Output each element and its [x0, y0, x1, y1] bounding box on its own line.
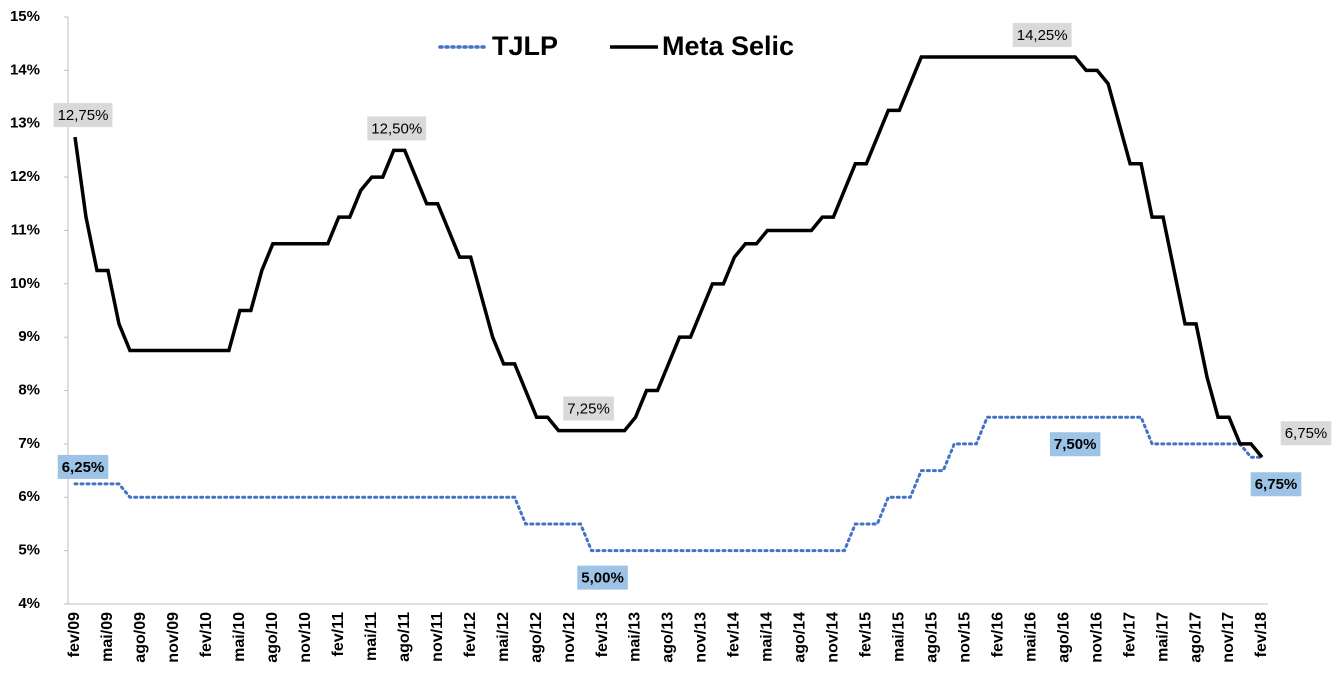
- data-label-box: [1280, 421, 1332, 446]
- y-tick-label: 10%: [10, 275, 40, 292]
- x-tick-label: ago/10: [264, 612, 281, 663]
- data-label-box: [577, 565, 628, 590]
- x-tick-label: mai/09: [99, 612, 116, 662]
- data-label: 12,50%: [371, 120, 422, 137]
- x-tick-label: mai/16: [1022, 612, 1039, 662]
- data-label: 7,50%: [1054, 436, 1097, 453]
- x-tick-label: ago/12: [528, 612, 545, 663]
- x-tick-label: fev/14: [726, 612, 743, 657]
- data-label-box: [57, 454, 109, 479]
- x-tick-label: nov/12: [561, 612, 578, 663]
- x-tick-label: ago/11: [396, 612, 413, 662]
- data-label: 5,00%: [581, 570, 624, 587]
- x-tick-label: ago/13: [660, 612, 677, 663]
- x-tick-label: fev/17: [1121, 612, 1138, 657]
- y-tick-label: 4%: [18, 595, 40, 612]
- line-series: [73, 415, 1264, 553]
- x-tick-label: mai/11: [363, 612, 380, 661]
- data-label-box: [53, 103, 113, 128]
- data-label: 6,25%: [62, 459, 105, 476]
- x-tick-label: ago/15: [923, 612, 940, 663]
- data-label-box: [1012, 23, 1072, 48]
- data-label-box: [1049, 432, 1101, 457]
- x-tick-label: fev/10: [198, 612, 215, 657]
- x-tick-label: fev/13: [594, 612, 611, 657]
- y-tick-label: 6%: [18, 488, 40, 505]
- y-tick-label: 15%: [10, 8, 40, 25]
- x-tick-label: mai/17: [1154, 612, 1171, 662]
- y-tick-label: 8%: [18, 382, 40, 399]
- x-tick-label: ago/09: [132, 612, 149, 663]
- x-tick-label: fev/15: [858, 612, 875, 657]
- data-label: 14,25%: [1017, 27, 1068, 44]
- x-tick-label: nov/11: [429, 612, 446, 662]
- x-tick-label: ago/17: [1187, 612, 1204, 663]
- x-tick-label: nov/17: [1220, 612, 1237, 663]
- data-label: 6,75%: [1285, 425, 1328, 442]
- data-label: 7,25%: [567, 401, 610, 418]
- y-tick-label: 5%: [18, 542, 40, 559]
- x-tick-label: fev/12: [462, 612, 479, 657]
- x-tick-label: nov/09: [165, 612, 182, 663]
- data-label-box: [1250, 472, 1302, 497]
- y-tick-label: 14%: [10, 61, 40, 78]
- x-tick-label: mai/15: [891, 612, 908, 662]
- x-tick-label: fev/11: [330, 612, 347, 657]
- x-tick-label: fev/09: [66, 612, 83, 657]
- x-tick-label: nov/15: [956, 612, 973, 663]
- x-tick-label: nov/14: [825, 612, 842, 663]
- x-tick-label: fev/18: [1253, 612, 1270, 657]
- legend-label: TJLP: [492, 31, 558, 61]
- line-series: [73, 55, 1264, 459]
- y-tick-label: 9%: [18, 328, 40, 345]
- y-tick-label: 11%: [11, 221, 40, 238]
- x-tick-label: mai/14: [759, 612, 776, 662]
- x-tick-label: mai/12: [495, 612, 512, 662]
- x-tick-label: fev/16: [989, 612, 1006, 657]
- x-tick-label: mai/10: [231, 612, 248, 662]
- y-tick-label: 12%: [10, 168, 40, 185]
- data-label: 12,75%: [58, 107, 109, 124]
- x-tick-label: ago/14: [792, 612, 809, 663]
- y-tick-label: 13%: [10, 115, 40, 132]
- x-tick-label: mai/13: [627, 612, 644, 662]
- x-tick-label: nov/13: [693, 612, 710, 663]
- y-tick-label: 7%: [18, 435, 40, 452]
- x-tick-label: nov/16: [1088, 612, 1105, 663]
- x-tick-label: ago/16: [1055, 612, 1072, 663]
- data-label: 6,75%: [1255, 476, 1298, 493]
- data-label-box: [563, 396, 614, 421]
- legend-label: Meta Selic: [662, 31, 794, 61]
- data-label-box: [367, 116, 427, 141]
- x-tick-label: nov/10: [297, 612, 314, 663]
